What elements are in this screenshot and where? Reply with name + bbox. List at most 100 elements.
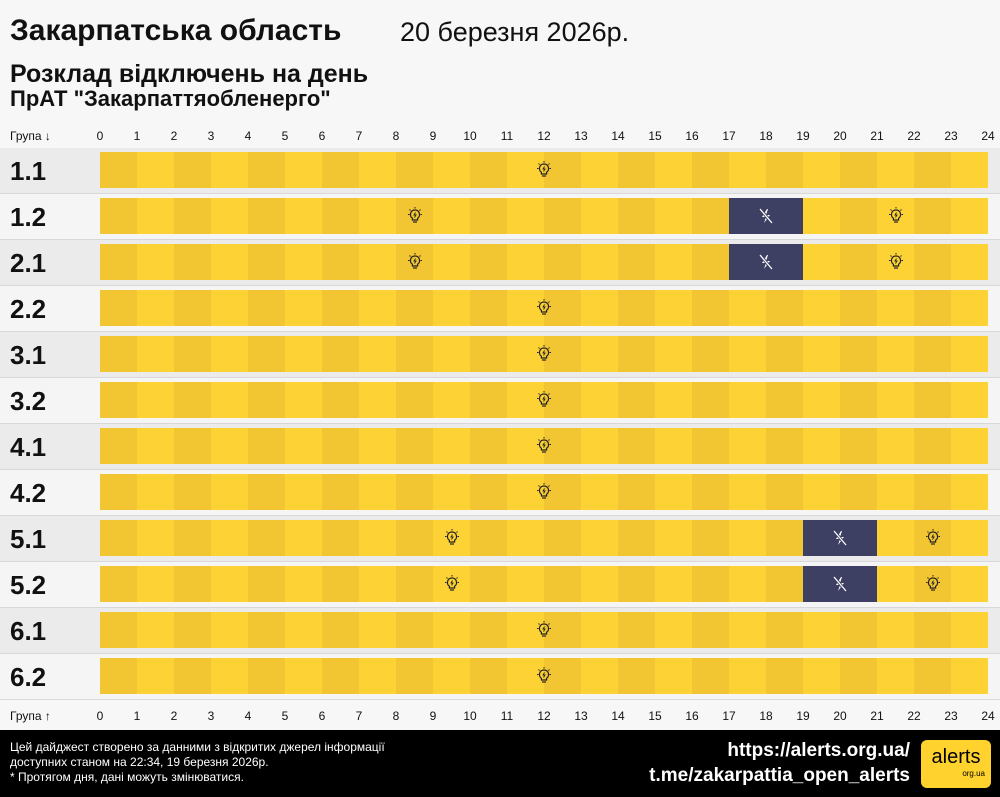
power-hour bbox=[581, 198, 618, 234]
power-hour bbox=[544, 658, 581, 694]
power-hour bbox=[951, 612, 988, 648]
power-hour bbox=[322, 290, 359, 326]
power-hour bbox=[803, 474, 840, 510]
outage-hour bbox=[840, 566, 877, 602]
power-hour bbox=[840, 198, 877, 234]
no-power-icon bbox=[756, 206, 776, 226]
power-hour bbox=[618, 244, 655, 280]
power-hour bbox=[914, 152, 951, 188]
power-hour bbox=[211, 428, 248, 464]
power-hour bbox=[322, 152, 359, 188]
power-hour bbox=[211, 290, 248, 326]
power-hour bbox=[285, 382, 322, 418]
power-hour bbox=[470, 474, 507, 510]
power-hour bbox=[766, 290, 803, 326]
hour-tick: 14 bbox=[611, 709, 625, 723]
power-hour bbox=[359, 244, 396, 280]
power-hour bbox=[470, 382, 507, 418]
power-hour bbox=[618, 382, 655, 418]
lightbulb-icon bbox=[534, 390, 554, 410]
power-hour bbox=[433, 290, 470, 326]
power-hour bbox=[322, 612, 359, 648]
power-hour bbox=[766, 520, 803, 556]
power-hour bbox=[396, 290, 433, 326]
power-hour bbox=[433, 382, 470, 418]
power-hour bbox=[544, 520, 581, 556]
power-hour bbox=[470, 290, 507, 326]
power-hour bbox=[211, 474, 248, 510]
power-hour bbox=[507, 474, 544, 510]
telegram-link[interactable]: t.me/zakarpattia_open_alerts bbox=[649, 765, 910, 786]
power-hour bbox=[729, 612, 766, 648]
group-label: 3.2 bbox=[10, 386, 47, 416]
power-hour bbox=[470, 152, 507, 188]
hour-tick: 14 bbox=[611, 129, 625, 143]
power-hour bbox=[914, 336, 951, 372]
power-hour bbox=[211, 152, 248, 188]
power-hour bbox=[692, 658, 729, 694]
power-hour bbox=[655, 152, 692, 188]
power-hour bbox=[470, 520, 507, 556]
lightbulb-icon bbox=[534, 298, 554, 318]
power-hour bbox=[174, 336, 211, 372]
power-hour bbox=[544, 474, 581, 510]
power-hour bbox=[581, 244, 618, 280]
power-hour bbox=[396, 612, 433, 648]
power-hour bbox=[470, 198, 507, 234]
power-hour bbox=[618, 658, 655, 694]
power-hour bbox=[581, 474, 618, 510]
company-name: ПрАТ "Закарпаттяобленерго" bbox=[10, 86, 331, 111]
group-label: 4.1 bbox=[10, 432, 47, 462]
hour-tick: 0 bbox=[96, 129, 104, 143]
power-hour bbox=[766, 428, 803, 464]
outage-hour bbox=[766, 244, 803, 280]
power-hour bbox=[285, 612, 322, 648]
power-hour bbox=[507, 658, 544, 694]
power-hour bbox=[914, 612, 951, 648]
power-hour bbox=[470, 658, 507, 694]
power-hour bbox=[581, 566, 618, 602]
power-hour bbox=[544, 382, 581, 418]
group-row: 4.2 bbox=[0, 470, 1000, 516]
power-hour bbox=[692, 566, 729, 602]
power-hour bbox=[840, 474, 877, 510]
power-hour bbox=[618, 612, 655, 648]
power-hour bbox=[174, 474, 211, 510]
power-hour bbox=[359, 658, 396, 694]
group-row: 4.1 bbox=[0, 424, 1000, 470]
lightbulb-icon bbox=[534, 620, 554, 640]
power-hour bbox=[803, 336, 840, 372]
hour-tick: 23 bbox=[944, 129, 958, 143]
power-hour bbox=[507, 566, 544, 602]
power-hour bbox=[248, 290, 285, 326]
power-hour bbox=[655, 520, 692, 556]
power-hour bbox=[174, 382, 211, 418]
power-hour bbox=[285, 244, 322, 280]
power-hour bbox=[840, 290, 877, 326]
power-hour bbox=[359, 382, 396, 418]
group-label-top: Група ↓ bbox=[10, 129, 51, 143]
power-hour bbox=[359, 428, 396, 464]
power-hour bbox=[581, 382, 618, 418]
hour-tick: 11 bbox=[500, 709, 514, 723]
hour-tick: 5 bbox=[281, 709, 289, 723]
power-hour bbox=[729, 152, 766, 188]
lightbulb-icon bbox=[923, 574, 943, 594]
power-hour bbox=[951, 152, 988, 188]
power-hour bbox=[137, 290, 174, 326]
power-hour bbox=[544, 244, 581, 280]
group-row: 5.1 bbox=[0, 516, 1000, 562]
hour-tick: 10 bbox=[463, 129, 477, 143]
power-hour bbox=[729, 474, 766, 510]
hour-tick: 5 bbox=[281, 129, 289, 143]
power-hour bbox=[951, 290, 988, 326]
power-hour bbox=[507, 382, 544, 418]
power-hour bbox=[766, 336, 803, 372]
hour-tick: 11 bbox=[500, 129, 514, 143]
hour-tick: 3 bbox=[207, 709, 215, 723]
site-link[interactable]: https://alerts.org.ua/ bbox=[727, 740, 910, 761]
power-hour bbox=[581, 612, 618, 648]
power-hour bbox=[877, 612, 914, 648]
power-hour bbox=[396, 382, 433, 418]
hour-tick: 1 bbox=[133, 129, 141, 143]
